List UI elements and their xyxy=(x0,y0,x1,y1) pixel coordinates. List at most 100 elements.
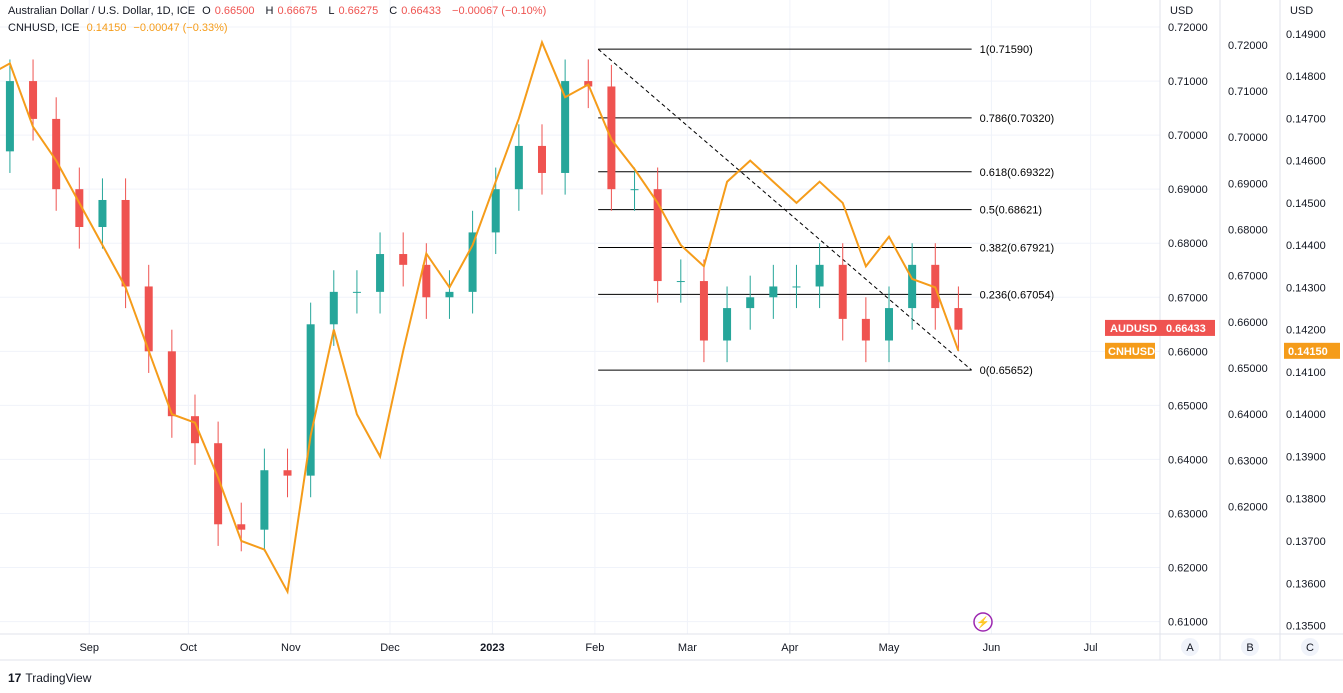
price-tick-label: 0.69000 xyxy=(1168,184,1208,196)
time-tick-label: Nov xyxy=(281,642,301,654)
high-label: H xyxy=(265,5,274,17)
right-tick-label: 0.13500 xyxy=(1286,621,1326,633)
middle-tick-label: 0.68000 xyxy=(1228,224,1268,236)
scale-button-b[interactable] xyxy=(1241,638,1259,656)
price-tick-label: 0.71000 xyxy=(1168,76,1208,88)
right-axis-unit: USD xyxy=(1290,5,1313,17)
candle-body xyxy=(306,324,315,476)
tradingview-branding[interactable]: 17 TradingView xyxy=(8,671,91,685)
time-tick-label: May xyxy=(879,642,900,654)
price-axis-unit: USD xyxy=(1170,5,1193,17)
candle-body xyxy=(468,232,477,292)
fibonacci-retracement: 1(0.71590) 0.786(0.70320) 0.618(0.69322) 0.… xyxy=(597,44,1055,377)
scale-button-c[interactable] xyxy=(1301,638,1319,656)
candle-body xyxy=(514,145,523,190)
candle-body xyxy=(329,291,338,325)
overlay-change: −0.00047 (−0.33%) xyxy=(133,22,228,34)
price-tick-label: 0.65000 xyxy=(1168,400,1208,412)
time-tick-label: Sep xyxy=(79,642,99,654)
overlay-value: 0.14150 xyxy=(86,22,127,34)
cnhusd-line xyxy=(0,39,960,595)
change-value: −0.00067 (−0.10%) xyxy=(452,5,547,17)
low-value: L 0.66275 xyxy=(328,5,382,17)
high-value: H 0.66675 xyxy=(266,5,322,17)
time-tick-label: Feb xyxy=(585,642,604,654)
time-tick-label: Dec xyxy=(380,642,400,654)
fib-level-label: 0(0.65652) xyxy=(980,365,1033,377)
scale-button-label: A xyxy=(1186,642,1194,654)
fib-level-label: 0.236(0.67054) xyxy=(980,289,1055,301)
candle-body xyxy=(144,286,153,352)
right-tick-label: 0.13700 xyxy=(1286,536,1326,548)
time-tick-label: Apr xyxy=(781,642,798,654)
right-tick-label: 0.14200 xyxy=(1286,325,1326,337)
right-tick-label: 0.14700 xyxy=(1286,113,1326,125)
audusd-tag-name: AUDUSD xyxy=(1110,323,1157,335)
candle-body xyxy=(746,297,755,309)
middle-tick-label: 0.65000 xyxy=(1228,363,1268,375)
candle-body xyxy=(838,264,847,319)
time-tick-label: Mar xyxy=(678,642,697,654)
cnhusd-price-axis: USD 0.14900 0.14800 0.14700 0.14600 0.14500 0.… xyxy=(1286,5,1326,633)
candle-body xyxy=(376,254,385,292)
candle-body xyxy=(121,199,130,287)
right-tick-label: 0.13900 xyxy=(1286,451,1326,463)
high-number: 0.66675 xyxy=(277,5,318,17)
low-number: 0.66275 xyxy=(338,5,379,17)
close-number: 0.66433 xyxy=(401,5,441,17)
fib-level-label: 0.618(0.69322) xyxy=(980,167,1055,179)
low-label: L xyxy=(328,5,335,17)
flash-icon-ring xyxy=(973,612,993,632)
candle-body xyxy=(815,264,824,287)
middle-tick-label: 0.69000 xyxy=(1228,178,1268,190)
right-tick-label: 0.14900 xyxy=(1286,29,1326,41)
candle-body xyxy=(98,199,107,228)
flash-icon[interactable]: ⚡ xyxy=(973,612,993,632)
price-tick-label: 0.72000 xyxy=(1168,22,1208,34)
candle-body xyxy=(283,470,292,476)
candle-body xyxy=(399,254,408,265)
cnhusd-line-path xyxy=(0,39,960,595)
candle-body xyxy=(52,118,61,190)
middle-tick-label: 0.66000 xyxy=(1228,317,1268,329)
candle-body xyxy=(190,416,199,444)
cnhusd-tag-name: CNHUSD xyxy=(1108,346,1155,358)
right-tick-label: 0.14400 xyxy=(1286,240,1326,252)
candle-body xyxy=(445,291,454,298)
close-label: C xyxy=(389,5,398,17)
scale-buttons[interactable]: A B C xyxy=(1181,638,1319,656)
candle-body xyxy=(861,318,870,341)
price-tick-label: 0.63000 xyxy=(1168,508,1208,520)
candle-body xyxy=(214,443,223,525)
open-label: O xyxy=(202,5,211,17)
scale-button-a[interactable] xyxy=(1181,638,1199,656)
candle-body xyxy=(561,81,570,173)
middle-tick-label: 0.70000 xyxy=(1228,132,1268,144)
middle-tick-label: 0.63000 xyxy=(1228,455,1268,467)
candle-body xyxy=(537,145,546,173)
candle-body xyxy=(792,286,801,288)
overlay-series-name: CNHUSD, ICE xyxy=(8,22,80,34)
audusd-tag-value: 0.66433 xyxy=(1166,323,1206,335)
candle-body xyxy=(29,81,38,119)
candle-body xyxy=(237,524,246,530)
cnhusd-tag-bg xyxy=(1105,342,1155,359)
time-tick-label: Jun xyxy=(983,642,1001,654)
candle-body xyxy=(167,351,176,417)
fib-level-label: 0.5(0.68621) xyxy=(980,205,1042,217)
candle-body xyxy=(769,286,778,298)
open-value: O 0.66500 xyxy=(202,5,258,17)
right-tick-label: 0.14600 xyxy=(1286,156,1326,168)
audusd-candles xyxy=(5,59,963,552)
price-tick-label: 0.67000 xyxy=(1168,292,1208,304)
main-series-legend: Australian Dollar / U.S. Dollar, 1D, ICE… xyxy=(8,5,550,17)
scale-button-label: B xyxy=(1246,642,1253,654)
middle-tick-label: 0.62000 xyxy=(1228,501,1268,513)
close-value: C 0.66433 xyxy=(389,5,445,17)
open-number: 0.66500 xyxy=(214,5,255,17)
price-tick-label: 0.66000 xyxy=(1168,346,1208,358)
candle-body xyxy=(491,189,500,233)
tradingview-logo-icon: 17 xyxy=(8,671,22,685)
time-tick-label: Jul xyxy=(1084,642,1098,654)
